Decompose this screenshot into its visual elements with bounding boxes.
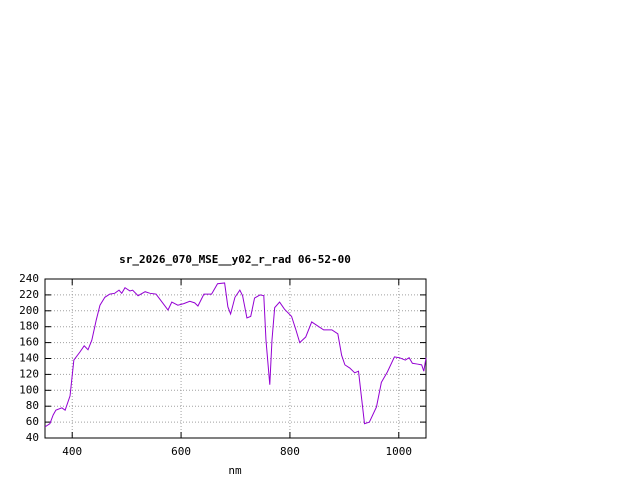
chart-title: sr_2026_070_MSE__y02_r_rad 06-52-00 xyxy=(119,253,351,266)
y-tick-label: 160 xyxy=(19,336,39,349)
y-tick-label: 140 xyxy=(19,352,39,365)
x-tick-label: 1000 xyxy=(386,445,413,458)
y-tick-label: 220 xyxy=(19,288,39,301)
x-tick-label: 400 xyxy=(62,445,82,458)
y-tick-label: 60 xyxy=(26,415,39,428)
x-axis-label: nm xyxy=(228,464,242,477)
x-tick-label: 600 xyxy=(171,445,191,458)
x-tick-label: 800 xyxy=(280,445,300,458)
y-tick-label: 100 xyxy=(19,383,39,396)
y-tick-label: 40 xyxy=(26,431,39,444)
y-tick-label: 180 xyxy=(19,320,39,333)
data-line xyxy=(44,282,427,428)
y-tick-label: 240 xyxy=(19,272,39,285)
y-tick-label: 200 xyxy=(19,304,39,317)
y-tick-label: 120 xyxy=(19,367,39,380)
y-tick-label: 80 xyxy=(26,399,39,412)
